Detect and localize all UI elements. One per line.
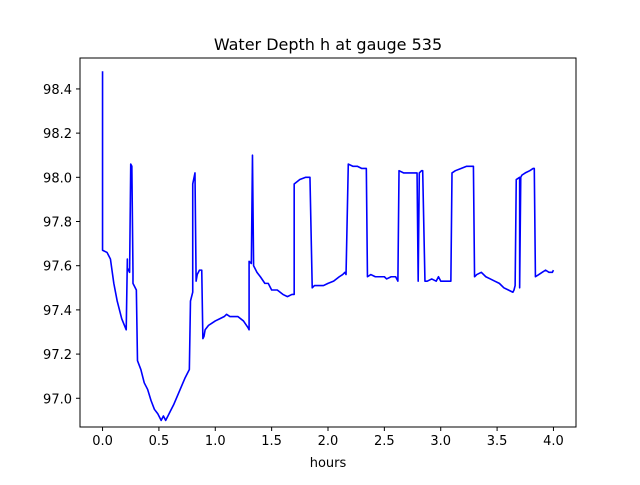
- x-tick-label: 3.0: [430, 434, 451, 449]
- chart-title: Water Depth h at gauge 535: [214, 35, 442, 54]
- y-tick-label: 97.0: [43, 392, 72, 407]
- plot-lines: [101, 71, 555, 422]
- x-axis-title: hours: [310, 456, 347, 471]
- y-tick-label: 97.6: [43, 260, 72, 275]
- y-tick-label: 98.4: [43, 83, 72, 98]
- x-tick-label: 4.0: [543, 434, 564, 449]
- y-axis-ticks: 97.0 97.2 97.4 97.6 97.8 98.0 98.2 98.4: [43, 83, 80, 407]
- x-tick-label: 1.5: [261, 434, 282, 449]
- y-tick-label: 98.2: [43, 127, 72, 142]
- y-tick-label: 97.8: [43, 216, 72, 231]
- x-tick-label: 2.0: [318, 434, 339, 449]
- x-tick-label: 1.0: [205, 434, 226, 449]
- x-axis-ticks: 0.0 0.5 1.0 1.5 2.0 2.5 3.0 3.5 4.0: [92, 427, 564, 449]
- x-tick-label: 0.0: [92, 434, 113, 449]
- plot-frame: [79, 57, 577, 428]
- x-tick-label: 3.5: [487, 434, 508, 449]
- y-tick-label: 97.4: [43, 304, 72, 319]
- x-tick-label: 0.5: [149, 434, 170, 449]
- y-tick-label: 97.2: [43, 348, 72, 363]
- x-tick-label: 2.5: [374, 434, 395, 449]
- series-line-0: [101, 71, 555, 422]
- y-tick-label: 98.0: [43, 171, 72, 186]
